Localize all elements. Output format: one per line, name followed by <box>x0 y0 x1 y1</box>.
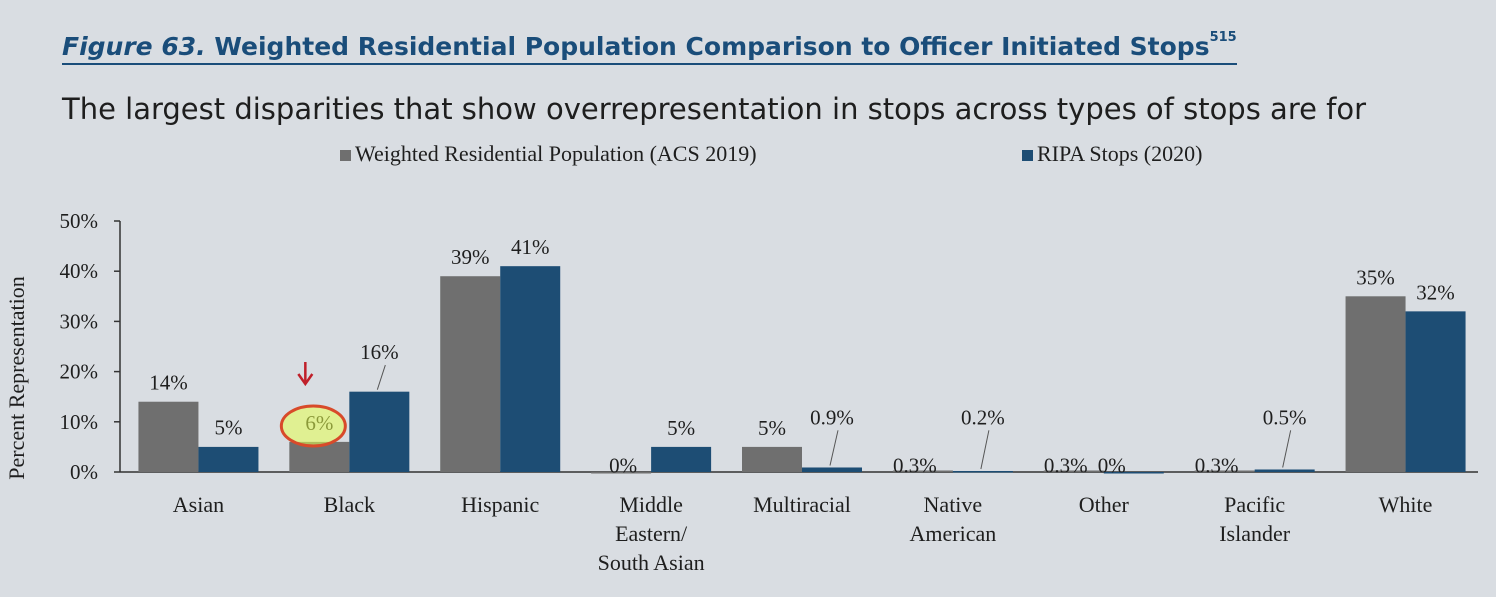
bar-stops <box>952 470 1013 473</box>
data-label: 14% <box>149 371 188 395</box>
x-category-label: Asian <box>173 492 224 517</box>
bar-stops <box>1254 469 1315 472</box>
data-label: 5% <box>667 416 695 440</box>
figure-title: Figure 63. Weighted Residential Populati… <box>62 30 1237 65</box>
y-tick-label: 10% <box>60 410 99 434</box>
bar-population <box>1194 470 1255 472</box>
x-category-label: Pacific <box>1224 492 1285 517</box>
x-category-label: South Asian <box>598 550 705 575</box>
annotation-circle <box>279 404 347 448</box>
bar-stops <box>349 391 410 472</box>
x-category-label: Native <box>924 492 983 517</box>
data-label: 0.9% <box>810 405 854 429</box>
data-label: 35% <box>1356 265 1395 289</box>
bar-population <box>892 470 953 472</box>
bar-stops <box>651 446 712 472</box>
label-leader-line <box>376 364 386 390</box>
legend-label-1: Weighted Residential Population (ACS 201… <box>355 141 757 166</box>
annotation-arrowhead-icon <box>297 373 314 387</box>
data-label: 0.2% <box>961 405 1005 429</box>
figure-title-text: Weighted Residential Population Comparis… <box>214 32 1210 61</box>
legend-swatch-1 <box>340 150 351 161</box>
label-leader-line <box>980 430 990 470</box>
bar-population <box>440 276 501 472</box>
x-category-label: Middle <box>619 492 683 517</box>
y-axis-label: Percent Representation <box>4 276 29 479</box>
data-label: 0.3% <box>893 453 937 477</box>
figure-number: Figure 63. <box>62 32 206 61</box>
bar-population <box>742 446 802 472</box>
data-label: 0.5% <box>1263 405 1307 429</box>
x-category-label: American <box>910 521 997 546</box>
y-tick-label: 20% <box>60 360 99 384</box>
y-tick-label: 0% <box>70 460 98 484</box>
data-label: 5% <box>758 416 786 440</box>
x-category-label: Multiracial <box>753 492 851 517</box>
bar-stops <box>1103 472 1164 474</box>
bar-stops <box>1405 311 1466 472</box>
bar-population <box>591 472 652 474</box>
x-category-label: Hispanic <box>461 492 539 517</box>
bar-population <box>1345 296 1406 472</box>
legend-swatch-2 <box>1022 150 1033 161</box>
data-label: 16% <box>360 340 399 364</box>
data-label: 41% <box>511 235 550 259</box>
x-category-label: Other <box>1079 492 1130 517</box>
x-category-label: Eastern/ <box>615 521 688 546</box>
x-category-label: Black <box>324 492 375 517</box>
y-tick-label: 30% <box>60 309 99 333</box>
legend-label-2: RIPA Stops (2020) <box>1037 141 1202 166</box>
data-label: 32% <box>1416 280 1455 304</box>
data-label: 39% <box>451 245 490 269</box>
footnote-ref: 515 <box>1209 30 1237 45</box>
data-label: 5% <box>214 415 242 439</box>
bar-population <box>1043 470 1104 472</box>
data-label: 0.3% <box>1044 453 1088 477</box>
label-leader-line <box>1282 430 1292 468</box>
data-label: 0.3% <box>1195 453 1239 477</box>
figure-subtitle: The largest disparities that show overre… <box>62 92 1367 126</box>
data-label: 0% <box>609 453 637 477</box>
bar-stops <box>198 446 259 472</box>
y-tick-label: 40% <box>60 259 99 283</box>
y-tick-label: 50% <box>60 209 99 233</box>
data-label: 0% <box>1098 453 1126 477</box>
x-category-label: White <box>1379 492 1433 517</box>
bar-stops <box>500 266 561 472</box>
bar-stops <box>802 467 862 472</box>
label-leader-line <box>829 430 839 466</box>
x-category-label: Islander <box>1219 521 1291 546</box>
bar-population <box>138 401 199 472</box>
